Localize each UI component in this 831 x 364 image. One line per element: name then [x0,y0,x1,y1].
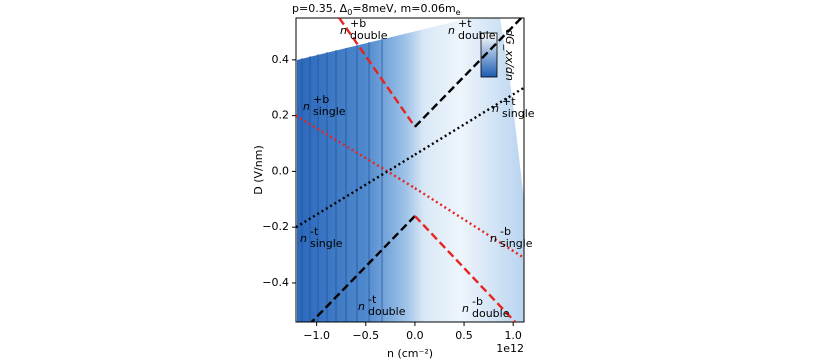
line-label: n [462,302,469,315]
line-label-sub: double [472,307,510,320]
line-label: n [340,24,347,37]
line-label-sup: -t [310,225,319,238]
y-tick-label: −0.4 [262,276,289,289]
line-label-sub: double [350,29,388,42]
line-label-sup: +b [350,17,366,30]
boundary-line [338,18,416,128]
colorbar [480,32,498,78]
x-tick-label: −0.5 [352,329,379,342]
x-offset-label: 1e12 [496,342,524,355]
title-part: =8meV, m=0.06m [352,2,455,15]
plot-frame [295,17,525,323]
line-label-sup: +b [313,93,329,106]
boundary-line [296,153,416,229]
line-label-sup: +t [502,95,516,108]
line-label-sub: single [502,107,535,120]
colorbar-label: dG_xx/dn [503,29,516,81]
y-tick-label: 0.2 [272,109,290,122]
line-label: n [300,232,307,245]
line-label-sup: +t [458,17,472,30]
x-tick-label: −1.0 [303,329,330,342]
boundary-line [310,215,416,322]
title-subscript: e [456,8,461,17]
line-label: n [303,100,310,113]
line-label-sub: single [310,237,343,250]
line-label-sup: -b [500,225,511,238]
chart-title: p=0.35, Δ0=8meV, m=0.06me [292,2,461,17]
y-axis-label: D (V/nm) [252,145,265,194]
x-tick-label: 0.5 [455,329,473,342]
x-tick-label: 0.0 [406,329,424,342]
line-label: n [490,232,497,245]
boundary-line [296,114,416,190]
line-label-sub: single [500,237,533,250]
x-tick-label: 1.0 [504,329,522,342]
line-label-sup: -t [368,293,377,306]
line-label-sub: double [458,29,496,42]
y-tick-label: −0.2 [262,220,289,233]
line-label-sub: single [313,105,346,118]
line-label: n [492,102,499,115]
boundary-line [414,86,524,156]
line-label: n [358,300,365,313]
line-label-sub: double [368,305,406,318]
line-label-sup: -b [472,295,483,308]
y-tick-label: 0.4 [272,53,290,66]
boundary-line [414,215,517,322]
line-label: n [448,24,455,37]
heatmap [297,18,524,322]
boundary-line [414,18,523,128]
x-axis-label: n (cm⁻²) [387,347,433,360]
heatmap-texture [301,38,383,322]
title-part: p=0.35, Δ [292,2,348,15]
y-tick-label: 0.0 [272,164,290,177]
overlay-lines [296,18,524,322]
title-subscript: 0 [347,8,352,17]
boundary-line [414,187,524,259]
